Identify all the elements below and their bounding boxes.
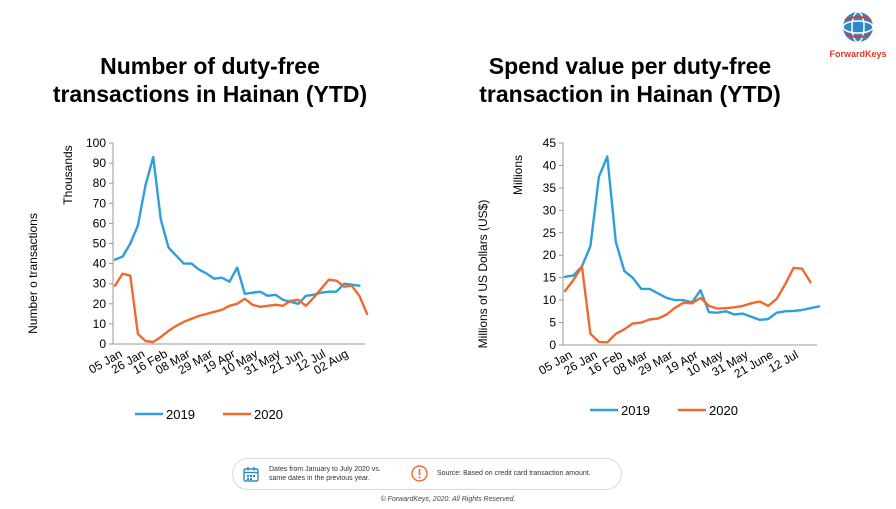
dates-note: Dates from January to July 2020 vs. same… — [269, 465, 381, 483]
chart1-legend-label-2019: 2019 — [166, 407, 195, 422]
chart2-y-tick-label: 45 — [543, 136, 557, 150]
chart1-legend-label-2020: 2020 — [254, 407, 283, 422]
chart2-y-tick-label: 25 — [543, 226, 557, 240]
chart1-y-axis-label: Number o transactions — [26, 213, 40, 334]
chart2-x-tick-label: 12 Jul — [766, 347, 801, 375]
chart1-y-tick-label: 0 — [99, 337, 106, 351]
brand-logo: ForwardKeys — [826, 10, 890, 59]
chart1-y-tick-label: 60 — [93, 216, 107, 230]
notes-box: Dates from January to July 2020 vs. same… — [232, 458, 622, 490]
globe-icon — [842, 11, 874, 43]
chart1-series-2019-line — [113, 155, 361, 305]
chart1-y-tick-label: 70 — [93, 196, 107, 210]
chart2-y-tick-label: 30 — [543, 203, 557, 217]
brand-name: ForwardKeys — [829, 49, 887, 59]
chart2-y-tick-label: 15 — [543, 271, 557, 285]
calendar-icon — [243, 467, 259, 482]
chart1-y-tick-label: 40 — [93, 257, 107, 271]
chart2-y-tick-label: 40 — [543, 158, 557, 172]
chart1-y-tick-label: 10 — [93, 317, 107, 331]
chart1-y-unit-label: Thousands — [61, 145, 75, 204]
chart1-y-tick-label: 50 — [93, 237, 107, 251]
chart1-series-2020-line — [113, 272, 369, 344]
warning-icon — [411, 465, 428, 482]
chart1-title: Number of duty-free transactions in Hain… — [52, 53, 368, 107]
chart2-y-tick-label: 0 — [549, 338, 556, 352]
chart2-y-tick-label: 5 — [549, 316, 556, 330]
dates-note-line1: Dates from January to July 2020 vs. — [269, 466, 381, 473]
chart2-y-axis-label: Millions of US Dollars (US$) — [476, 200, 490, 349]
chart2-y-tick-label: 10 — [543, 293, 557, 307]
chart2-legend-label-2020: 2020 — [709, 403, 738, 418]
chart1-y-tick-label: 80 — [93, 176, 107, 190]
chart1-y-tick-label: 100 — [86, 136, 106, 150]
chart2-series-2019-line — [563, 155, 821, 322]
chart2-y-tick-label: 20 — [543, 248, 557, 262]
chart2-y-unit-label: Millions — [511, 155, 525, 195]
chart2-series-2020-line — [563, 265, 812, 344]
chart2-title: Spend value per duty-free transaction in… — [479, 53, 781, 107]
source-note: Source: Based on credit card transaction… — [437, 470, 591, 477]
dates-note-line2: same dates in the previous year. — [269, 475, 370, 482]
chart1-y-tick-label: 90 — [93, 156, 107, 170]
copyright: © ForwardKeys, 2020. All Rights Reserved… — [380, 496, 516, 503]
chart1-y-tick-label: 30 — [93, 277, 107, 291]
chart2-y-tick-label: 35 — [543, 181, 557, 195]
chart1-y-tick-label: 20 — [93, 297, 107, 311]
chart2-legend-label-2019: 2019 — [621, 403, 650, 418]
